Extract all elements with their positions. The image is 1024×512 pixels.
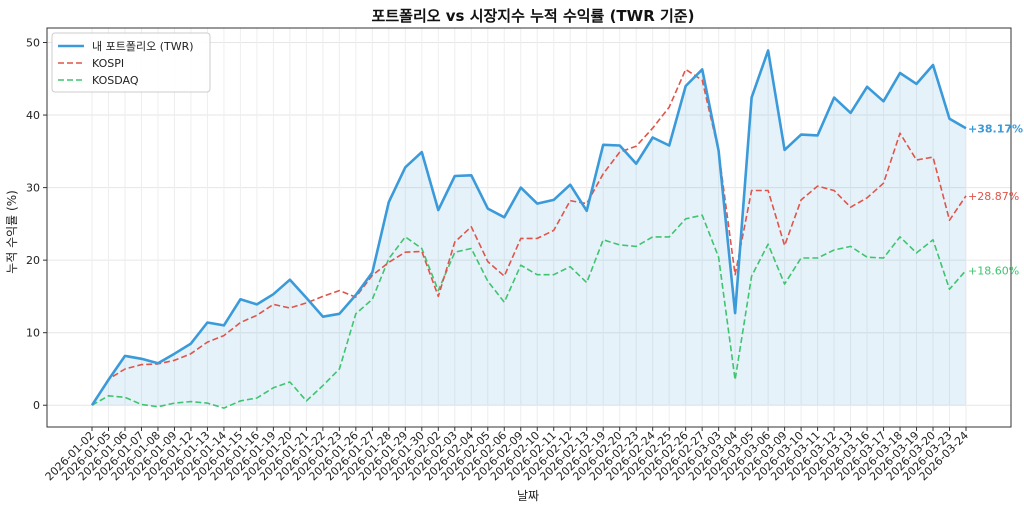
series-line-2 (91, 214, 967, 409)
x-axis-ticks: 2026-01-022026-01-052026-01-062026-01-07… (43, 427, 971, 483)
series-lines (90, 49, 967, 409)
y-tick-label: 0 (33, 399, 40, 412)
end-label-2: +18.60% (968, 264, 1019, 277)
chart-title: 포트폴리오 vs 시장지수 누적 수익률 (TWR 기준) (372, 7, 695, 25)
series-fills (92, 50, 966, 406)
grid (47, 28, 1011, 427)
end-labels: +38.17% +28.87% +18.60% (968, 122, 1023, 277)
end-label-0: +38.17% (968, 122, 1023, 135)
legend-label-0: 내 포트폴리오 (TWR) (92, 40, 194, 53)
series-line-0 (90, 49, 967, 406)
legend: 내 포트폴리오 (TWR) KOSPI KOSDAQ (51, 32, 211, 93)
y-tick-label: 30 (26, 182, 40, 195)
series-fill-portfolio (92, 50, 966, 406)
legend-label-1: KOSPI (92, 57, 124, 70)
y-tick-label: 10 (26, 327, 40, 340)
y-axis-ticks: 0 10 20 30 40 50 (26, 37, 47, 412)
legend-box (51, 32, 211, 93)
y-tick-label: 50 (26, 37, 40, 50)
end-label-1: +28.87% (968, 190, 1019, 203)
legend-label-2: KOSDAQ (92, 74, 139, 87)
y-axis-label: 누적 수익률 (%) (5, 190, 19, 274)
plot-frame (46, 27, 1012, 428)
series-line-1 (91, 68, 967, 406)
y-tick-label: 20 (26, 254, 40, 267)
x-axis-label: 날짜 (517, 489, 539, 503)
y-tick-label: 40 (26, 109, 40, 122)
